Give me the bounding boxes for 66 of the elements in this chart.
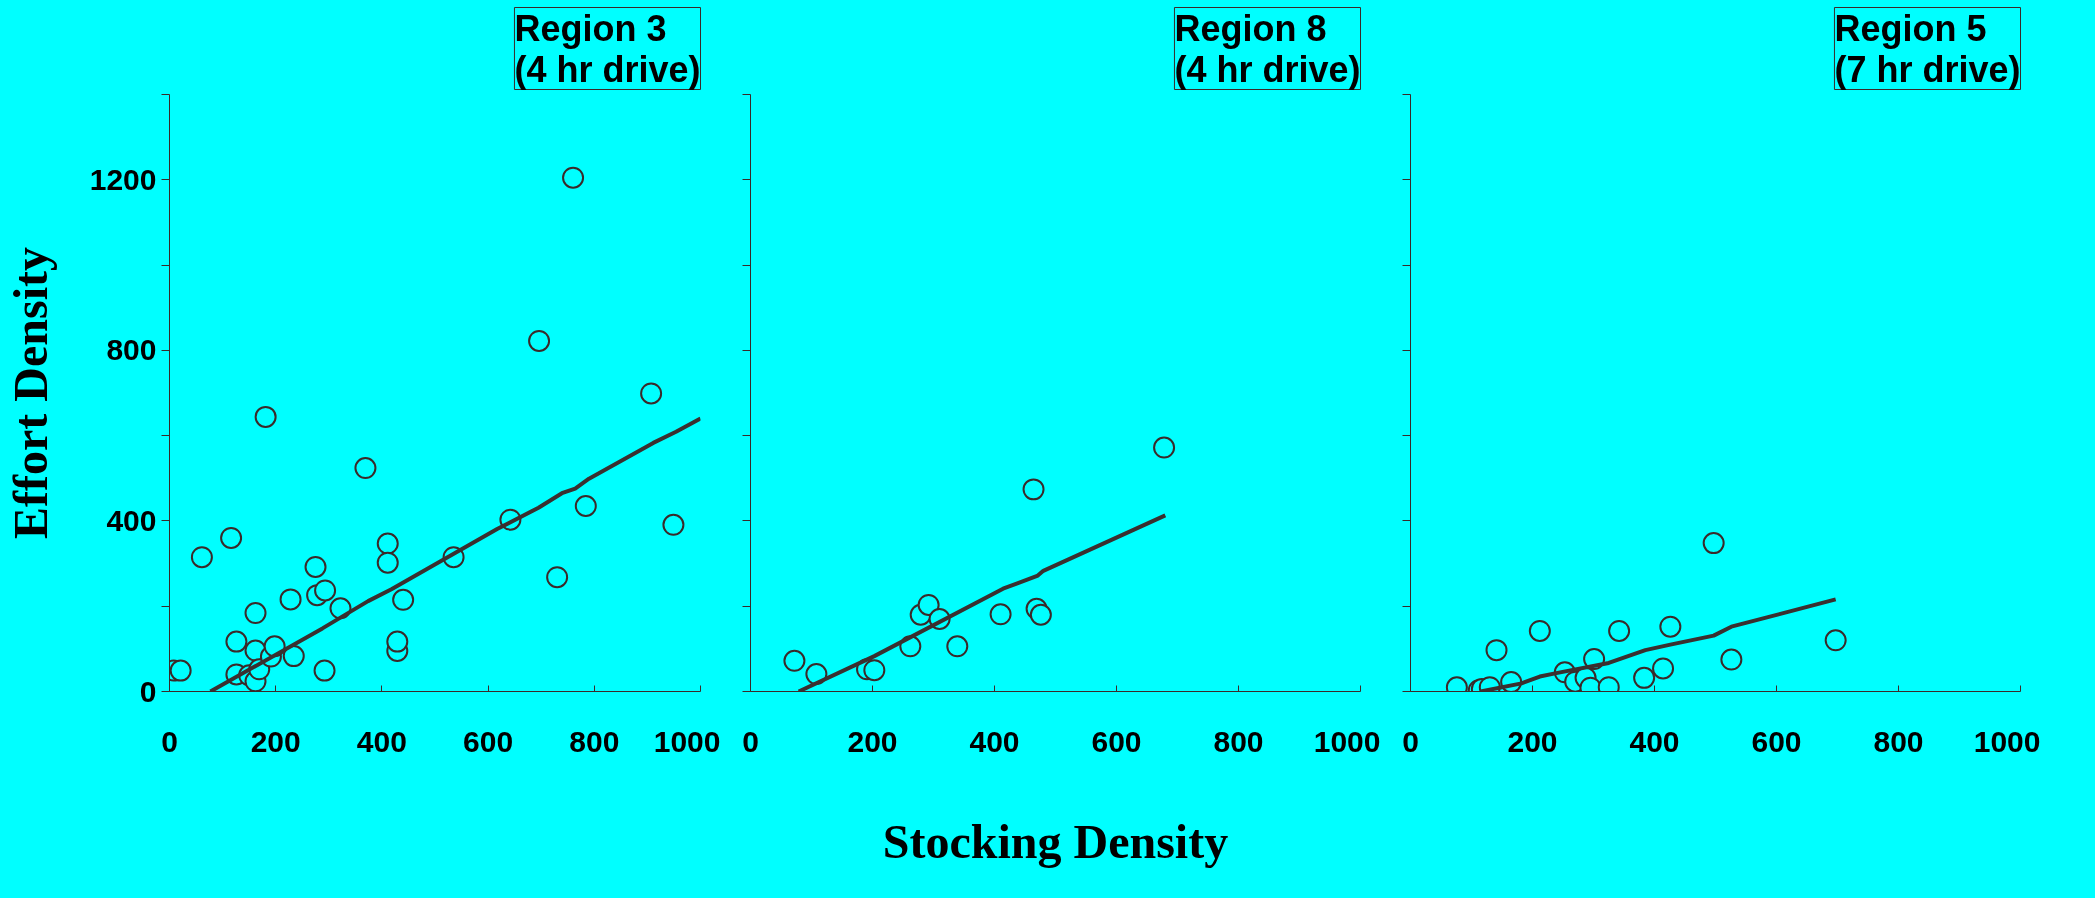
chart-title: Region 5 (7 hr drive) — [1834, 7, 2021, 90]
x-tick-label: 1000 — [653, 724, 721, 758]
point — [783, 649, 806, 672]
point — [304, 556, 327, 578]
point — [190, 546, 213, 569]
point — [1633, 666, 1656, 689]
point — [313, 659, 336, 682]
point — [1720, 648, 1743, 671]
point — [279, 588, 302, 611]
y-tick-label: 800 — [106, 333, 157, 367]
point — [562, 166, 585, 189]
point — [225, 630, 248, 653]
x-tick-label: 800 — [1213, 724, 1264, 758]
point — [1652, 657, 1675, 680]
point — [1029, 603, 1052, 626]
point — [282, 645, 305, 668]
x-tick-label: 800 — [569, 724, 620, 758]
point — [376, 551, 399, 574]
point — [989, 603, 1012, 626]
point — [1824, 629, 1847, 652]
point — [169, 659, 192, 682]
x-tick-label: 600 — [1091, 724, 1142, 758]
point — [244, 602, 267, 625]
x-tick-label: 200 — [1507, 724, 1558, 758]
y-tick-label: 0 — [139, 674, 157, 708]
y-axis-title: Effort Density — [3, 247, 57, 539]
point — [1528, 619, 1551, 642]
x-tick-label: 600 — [1751, 724, 1802, 758]
x-tick-label: 400 — [356, 724, 407, 758]
point — [1659, 615, 1682, 638]
point — [354, 457, 377, 480]
point — [546, 566, 569, 589]
point — [946, 635, 969, 658]
x-tick-label: 400 — [969, 724, 1020, 758]
point — [1022, 478, 1045, 501]
point — [574, 495, 597, 517]
point — [1485, 639, 1508, 662]
x-axis-title: Stocking Density — [882, 814, 1229, 868]
point — [376, 532, 399, 555]
chart-title: Region 8 (4 hr drive) — [1174, 7, 1361, 90]
x-tick-label: 200 — [250, 724, 301, 758]
x-tick-label: 800 — [1873, 724, 1924, 758]
x-tick-label: 1000 — [1313, 724, 1381, 758]
y-tick-label: 400 — [106, 503, 157, 537]
point — [1702, 532, 1725, 555]
point — [254, 405, 277, 428]
point — [640, 382, 663, 405]
x-tick-label: 200 — [847, 724, 898, 758]
x-tick-label: 1000 — [1973, 724, 2041, 758]
point — [1153, 436, 1176, 459]
point — [220, 527, 243, 549]
point — [662, 513, 685, 536]
point — [917, 593, 940, 616]
point — [314, 579, 337, 602]
point — [386, 630, 409, 653]
x-tick-label: 600 — [463, 724, 514, 758]
chart-title: Region 3 (4 hr drive) — [514, 7, 701, 90]
point — [863, 659, 886, 682]
x-tick-label: 0 — [742, 724, 759, 758]
x-tick-label: 0 — [161, 724, 178, 758]
point — [392, 588, 415, 611]
y-tick-label: 1200 — [89, 162, 157, 196]
x-tick-label: 0 — [1402, 724, 1419, 758]
point — [1608, 619, 1631, 642]
point — [528, 330, 551, 352]
x-tick-label: 400 — [1629, 724, 1680, 758]
